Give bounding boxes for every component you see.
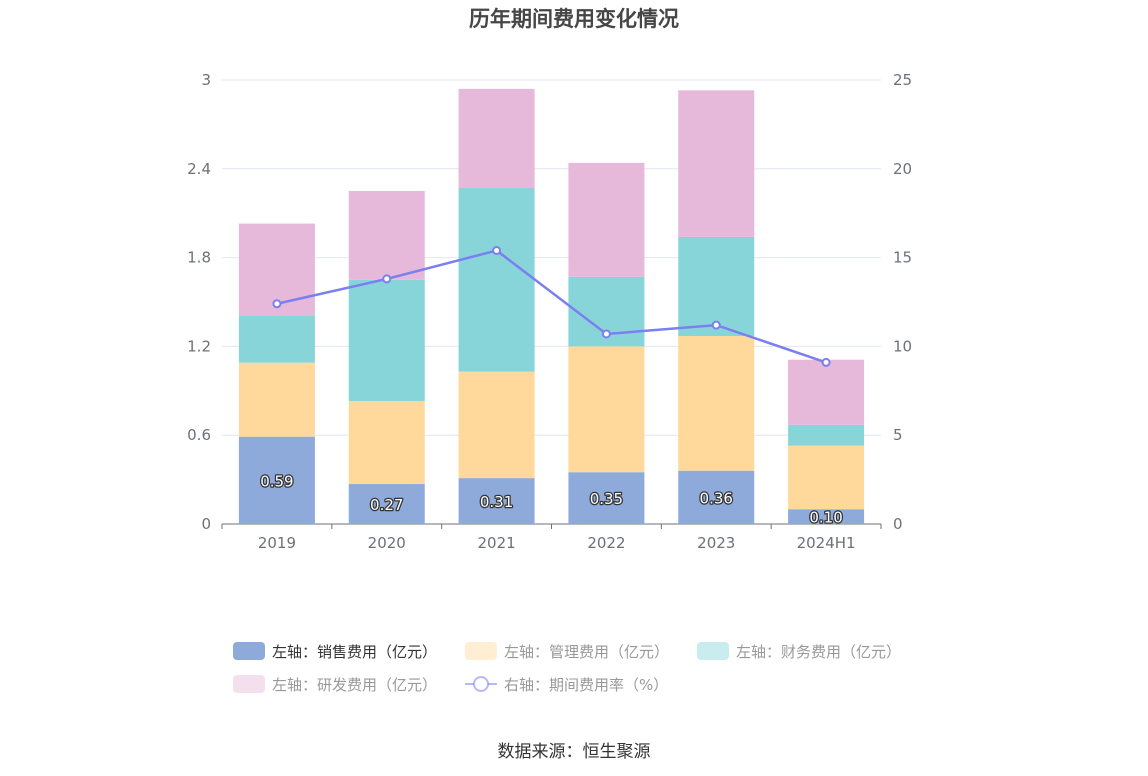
bar-segment-2 (238, 362, 315, 437)
legend-swatch (465, 642, 497, 660)
legend-label: 左轴：研发费用（亿元） (272, 676, 437, 694)
rate-line-point (272, 299, 282, 309)
bar-segment-1 (678, 470, 755, 524)
bar-segment-1 (238, 436, 315, 524)
x-tick-label: 2021 (477, 534, 515, 552)
rate-line-point (821, 357, 831, 367)
y-right-tick-label: 25 (893, 71, 912, 89)
legend-swatch (233, 675, 265, 693)
data-labels: 0.59 0.27 0.31 0.35 0.36 0.10 (259, 471, 844, 528)
legend-item[interactable]: 左轴：管理费用（亿元） (465, 642, 669, 661)
legend-swatch (233, 642, 265, 660)
legend-item[interactable]: 右轴：期间费用率（%） (465, 676, 668, 694)
bar-segment-2 (348, 401, 425, 485)
y-left-tick-label: 0.6 (187, 426, 211, 444)
legend-label: 左轴：财务费用（亿元） (736, 643, 901, 661)
source-note: 数据来源：恒生聚源 (498, 742, 651, 762)
bar-segment-4 (568, 162, 645, 277)
bar-segment-2 (788, 445, 865, 510)
axes: 0 0 0.6 5 1.2 10 1.8 15 2.4 20 3 25 2019 2020 2021 2022… (187, 71, 912, 552)
legend-item[interactable]: 左轴：销售费用（亿元） (233, 642, 437, 661)
bar-segment-3 (678, 236, 755, 337)
bar-segment-4 (458, 88, 535, 189)
bar-segment-1 (348, 484, 425, 524)
rate-line-path (276, 249, 827, 364)
bar-segment-1 (458, 478, 535, 524)
y-left-tick-label: 1.2 (187, 337, 211, 355)
y-left-tick-label: 2.4 (187, 160, 211, 178)
y-right-tick-label: 20 (893, 160, 912, 178)
legend-label: 右轴：期间费用率（%） (504, 676, 668, 694)
x-tick-label: 2020 (368, 534, 406, 552)
bar-value-label: 0.35 (590, 490, 623, 508)
bar-segment-2 (458, 371, 535, 479)
bar-value-label: 0.10 (809, 509, 842, 527)
bar-segment-3 (788, 424, 865, 446)
y-right-tick-label: 10 (893, 337, 912, 355)
bar-value-label: 0.31 (480, 493, 513, 511)
x-tick-label: 2019 (258, 534, 296, 552)
bar-segment-2 (678, 336, 755, 471)
x-tick-label: 2023 (697, 534, 735, 552)
y-right-tick-label: 0 (893, 515, 903, 533)
y-right-tick-label: 5 (893, 426, 903, 444)
y-right-tick-label: 15 (893, 249, 912, 267)
y-left-tick-label: 0 (201, 515, 211, 533)
rate-line-point (711, 320, 721, 330)
bar-segment-1 (788, 509, 865, 524)
rate-line-point (382, 274, 392, 284)
x-tick-label: 2022 (587, 534, 625, 552)
legend-item[interactable]: 左轴：财务费用（亿元） (697, 642, 901, 661)
bar-segment-4 (678, 90, 755, 237)
bar-segment-1 (568, 472, 645, 524)
bar-segment-4 (788, 359, 865, 425)
legend-swatch (697, 642, 729, 660)
bar-segment-2 (568, 346, 645, 473)
x-tick-label: 2024H1 (797, 534, 856, 552)
legend-label: 左轴：销售费用（亿元） (272, 643, 437, 661)
grid-lines (222, 79, 881, 436)
bar-segment-3 (458, 188, 535, 372)
chart-title: 历年期间费用变化情况 (469, 7, 679, 31)
rate-line-point (601, 329, 611, 339)
rate-line (272, 245, 831, 367)
bars (238, 88, 865, 524)
y-left-tick-label: 3 (201, 71, 211, 89)
bar-segment-3 (348, 279, 425, 402)
bar-segment-3 (238, 315, 315, 363)
y-left-tick-label: 1.8 (187, 249, 211, 267)
bar-segment-4 (348, 191, 425, 280)
bar-value-label: 0.36 (700, 489, 733, 507)
legend[interactable]: 左轴：销售费用（亿元） 左轴：管理费用（亿元） 左轴：财务费用（亿元） 左轴：研发费用… (233, 642, 901, 694)
rate-line-point (492, 245, 502, 255)
bar-value-label: 0.27 (370, 496, 403, 514)
bar-value-label: 0.59 (260, 472, 293, 490)
legend-item[interactable]: 左轴：研发费用（亿元） (233, 675, 437, 694)
legend-line-marker (473, 676, 489, 692)
legend-label: 左轴：管理费用（亿元） (504, 643, 669, 661)
